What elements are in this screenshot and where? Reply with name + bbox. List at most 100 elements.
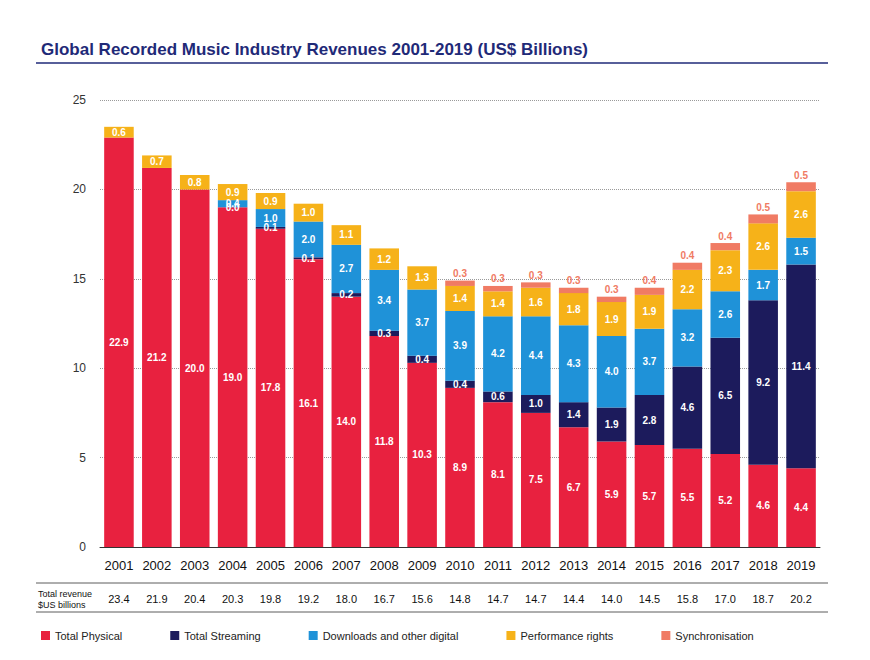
svg-text:0.9: 0.9 xyxy=(264,196,278,207)
svg-text:11.8: 11.8 xyxy=(375,436,394,447)
svg-text:2009: 2009 xyxy=(408,558,437,573)
svg-text:18.0: 18.0 xyxy=(336,593,357,605)
svg-text:7.5: 7.5 xyxy=(529,474,543,485)
svg-text:1.3: 1.3 xyxy=(415,272,429,283)
svg-text:9.2: 9.2 xyxy=(756,377,770,388)
svg-text:1.4: 1.4 xyxy=(491,298,505,309)
svg-text:2017: 2017 xyxy=(711,558,740,573)
svg-text:0.5: 0.5 xyxy=(756,202,770,213)
svg-text:1.0: 1.0 xyxy=(529,398,543,409)
svg-text:20.2: 20.2 xyxy=(790,593,811,605)
svg-text:1.8: 1.8 xyxy=(567,304,581,315)
svg-text:5.5: 5.5 xyxy=(680,492,694,503)
svg-text:20.0: 20.0 xyxy=(185,363,205,374)
svg-text:2014: 2014 xyxy=(597,558,626,573)
svg-text:2016: 2016 xyxy=(673,558,702,573)
svg-text:14.0: 14.0 xyxy=(601,593,622,605)
svg-text:3.7: 3.7 xyxy=(415,317,429,328)
svg-text:6.5: 6.5 xyxy=(718,390,732,401)
svg-text:0.3: 0.3 xyxy=(567,275,581,286)
svg-text:4.4: 4.4 xyxy=(794,502,808,513)
svg-text:21.9: 21.9 xyxy=(146,593,167,605)
svg-text:0.4: 0.4 xyxy=(680,250,694,261)
svg-text:2015: 2015 xyxy=(635,558,664,573)
svg-text:2.6: 2.6 xyxy=(718,309,732,320)
svg-text:4.3: 4.3 xyxy=(567,358,581,369)
svg-text:2.3: 2.3 xyxy=(718,265,732,276)
svg-text:1.0: 1.0 xyxy=(301,207,315,218)
svg-text:1.4: 1.4 xyxy=(453,293,467,304)
svg-text:14.0: 14.0 xyxy=(337,416,357,427)
svg-text:2.7: 2.7 xyxy=(339,263,353,274)
svg-text:0.3: 0.3 xyxy=(377,328,391,339)
svg-text:0.4: 0.4 xyxy=(226,198,240,209)
svg-text:0.5: 0.5 xyxy=(794,170,808,181)
svg-text:2.6: 2.6 xyxy=(794,209,808,220)
svg-text:4.2: 4.2 xyxy=(491,348,505,359)
svg-text:1.6: 1.6 xyxy=(529,297,543,308)
svg-text:11.4: 11.4 xyxy=(792,361,811,372)
svg-text:19.8: 19.8 xyxy=(260,593,281,605)
svg-text:2.0: 2.0 xyxy=(301,234,315,245)
svg-text:2018: 2018 xyxy=(749,558,778,573)
svg-text:Total Physical: Total Physical xyxy=(55,630,122,642)
svg-text:2011: 2011 xyxy=(484,558,512,573)
svg-text:Performance rights: Performance rights xyxy=(520,630,613,642)
svg-text:0.7: 0.7 xyxy=(150,156,164,167)
svg-text:20.4: 20.4 xyxy=(184,593,205,605)
svg-text:2003: 2003 xyxy=(180,558,209,573)
svg-text:2005: 2005 xyxy=(256,558,285,573)
svg-text:15: 15 xyxy=(73,272,87,286)
svg-text:2001: 2001 xyxy=(104,558,133,573)
svg-text:2002: 2002 xyxy=(142,558,171,573)
svg-text:4.4: 4.4 xyxy=(529,350,543,361)
svg-text:16.7: 16.7 xyxy=(373,593,394,605)
svg-text:25: 25 xyxy=(73,93,87,107)
svg-text:15.6: 15.6 xyxy=(411,593,432,605)
svg-text:3.2: 3.2 xyxy=(680,332,694,343)
svg-text:0.8: 0.8 xyxy=(188,177,202,188)
svg-text:2006: 2006 xyxy=(294,558,323,573)
svg-text:0.3: 0.3 xyxy=(605,284,619,295)
svg-text:10: 10 xyxy=(73,361,87,375)
svg-text:1.9: 1.9 xyxy=(605,314,619,325)
svg-text:Total revenue: Total revenue xyxy=(38,589,92,599)
svg-text:1.5: 1.5 xyxy=(794,246,808,257)
svg-text:8.1: 8.1 xyxy=(491,469,505,480)
svg-text:20.3: 20.3 xyxy=(222,593,243,605)
svg-text:23.4: 23.4 xyxy=(108,593,129,605)
svg-text:1.4: 1.4 xyxy=(567,409,581,420)
svg-text:0.1: 0.1 xyxy=(301,253,315,264)
svg-text:0.6: 0.6 xyxy=(112,127,126,138)
svg-text:4.0: 4.0 xyxy=(605,366,619,377)
svg-text:2.8: 2.8 xyxy=(643,415,657,426)
svg-text:22.9: 22.9 xyxy=(109,337,129,348)
svg-text:6.7: 6.7 xyxy=(567,482,581,493)
svg-text:0.4: 0.4 xyxy=(643,275,657,286)
svg-text:0.9: 0.9 xyxy=(226,187,240,198)
svg-text:14.7: 14.7 xyxy=(487,593,508,605)
svg-text:17.8: 17.8 xyxy=(261,382,281,393)
svg-text:0.4: 0.4 xyxy=(718,231,732,242)
svg-text:14.4: 14.4 xyxy=(563,593,584,605)
svg-text:2008: 2008 xyxy=(370,558,399,573)
svg-text:2007: 2007 xyxy=(332,558,361,573)
svg-text:19.0: 19.0 xyxy=(223,372,243,383)
svg-text:14.5: 14.5 xyxy=(639,593,660,605)
svg-text:Total Streaming: Total Streaming xyxy=(184,630,260,642)
svg-text:18.7: 18.7 xyxy=(752,593,773,605)
svg-text:2019: 2019 xyxy=(787,558,816,573)
svg-text:19.2: 19.2 xyxy=(298,593,319,605)
svg-text:1.1: 1.1 xyxy=(339,229,353,240)
svg-text:1.7: 1.7 xyxy=(756,280,770,291)
svg-text:4.6: 4.6 xyxy=(680,402,694,413)
svg-text:0.3: 0.3 xyxy=(453,268,467,279)
svg-text:2010: 2010 xyxy=(446,558,475,573)
svg-text:Global Recorded Music Industry: Global Recorded Music Industry Revenues … xyxy=(41,40,588,59)
svg-text:0.3: 0.3 xyxy=(529,270,543,281)
svg-text:8.9: 8.9 xyxy=(453,462,467,473)
svg-text:2004: 2004 xyxy=(218,558,247,573)
svg-text:10.3: 10.3 xyxy=(412,449,432,460)
svg-text:4.6: 4.6 xyxy=(756,500,770,511)
svg-text:5: 5 xyxy=(79,451,86,465)
